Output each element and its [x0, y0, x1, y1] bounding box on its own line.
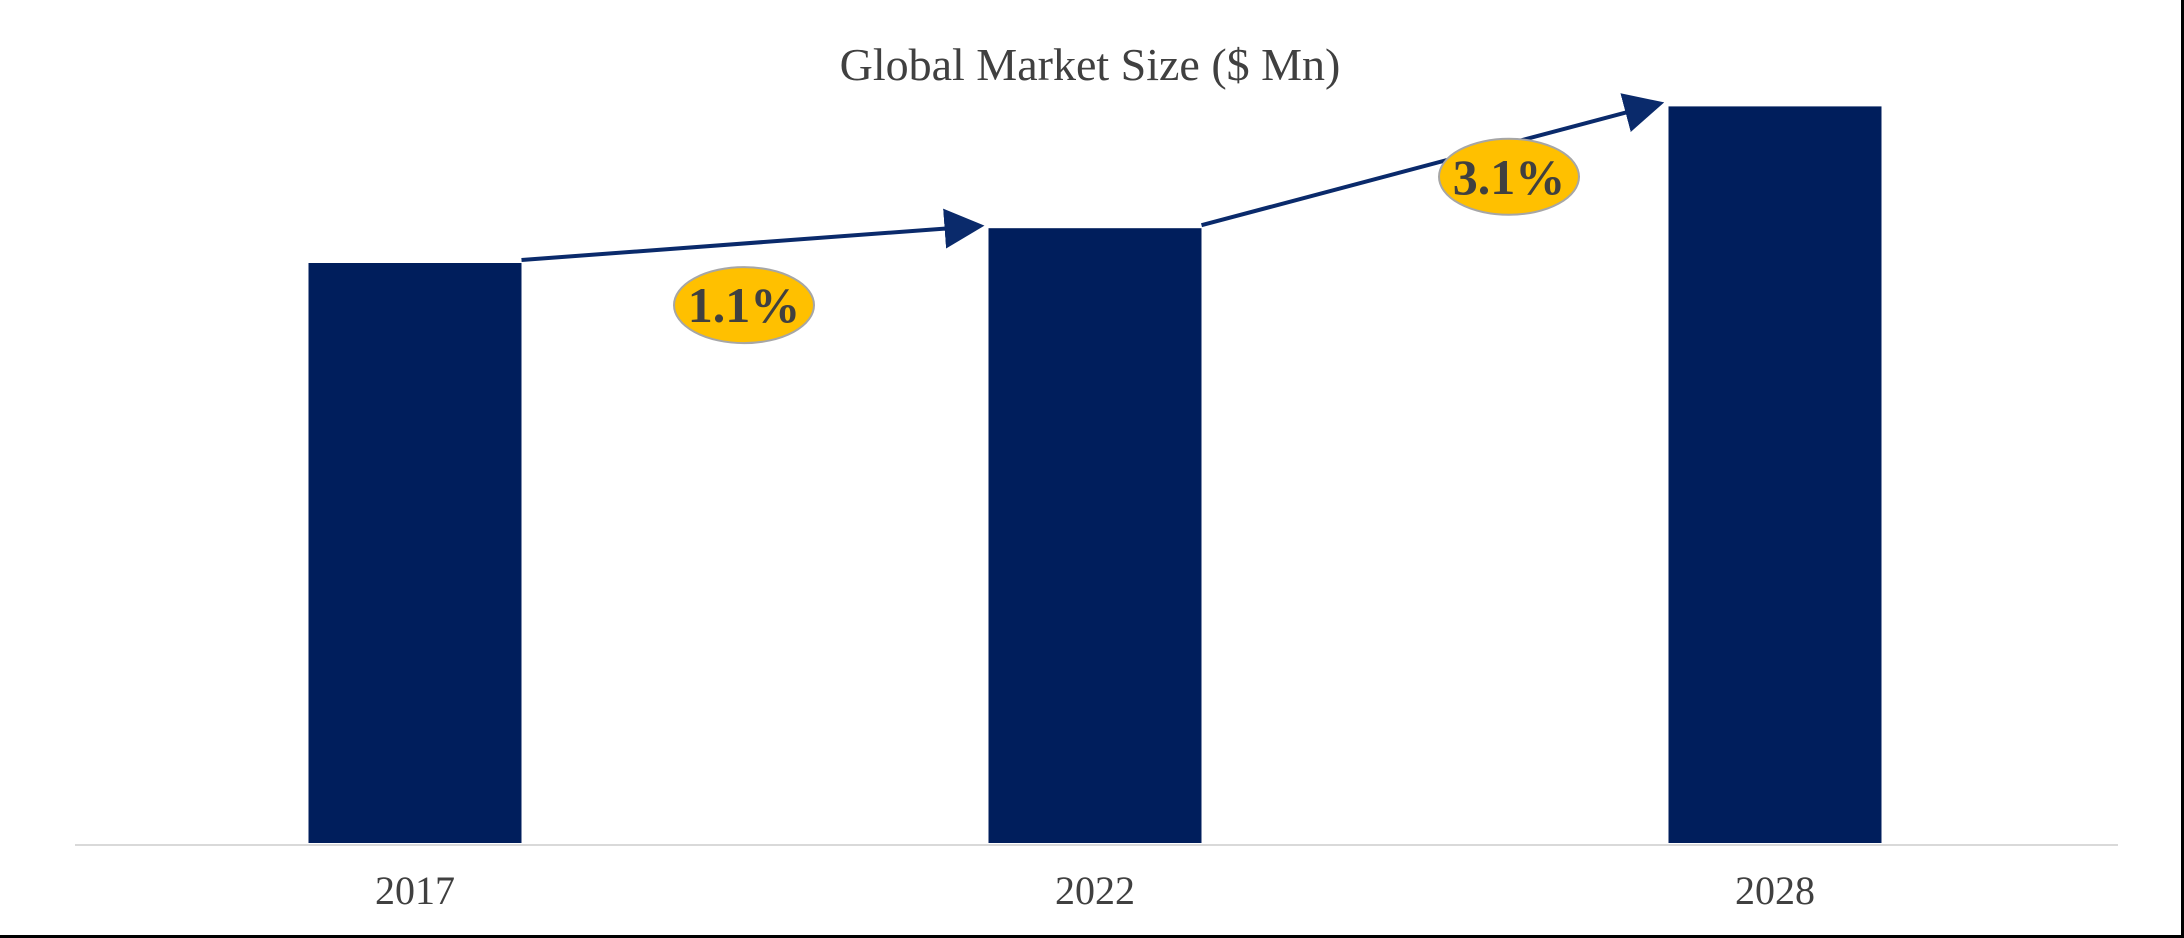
x-tick-labels: 2017 2022 2028: [375, 868, 1815, 913]
chart-title: Global Market Size ($ Mn): [840, 39, 1341, 90]
cagr-badge-2: [1438, 137, 1580, 216]
bar-2017: [308, 263, 522, 843]
x-tick-label-2028: 2028: [1735, 868, 1815, 913]
cagr-label-2: 3.1%: [1453, 149, 1566, 205]
cagr-label-1: 1.1%: [688, 277, 801, 333]
bar-2022: [988, 228, 1202, 843]
growth-arrow-1: [521, 208, 985, 262]
bar-2028: [1668, 106, 1882, 843]
x-tick-label-2022: 2022: [1055, 868, 1135, 913]
cagr-badge-1: [673, 266, 815, 345]
cagr-annotations: 1.1% 3.1%: [521, 93, 1665, 345]
growth-arrow-2: [1200, 93, 1665, 228]
x-tick-label-2017: 2017: [375, 868, 455, 913]
bars-group: [308, 106, 1882, 843]
